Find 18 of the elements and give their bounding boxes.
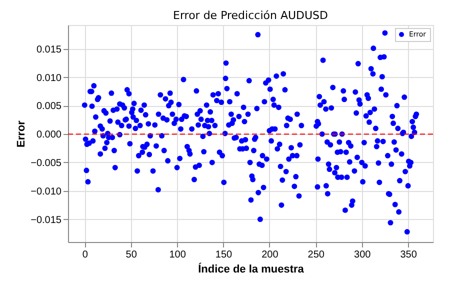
y-tick-label: −0.015 bbox=[30, 214, 62, 226]
x-tick-label: 300 bbox=[354, 250, 372, 260]
x-tick-label: 350 bbox=[400, 250, 418, 260]
x-tick-label: 50 bbox=[126, 250, 138, 260]
x-tick-label: 150 bbox=[215, 250, 233, 260]
y-tick-label: −0.010 bbox=[30, 186, 62, 198]
y-tick-label: 0.005 bbox=[36, 101, 62, 112]
x-tick-label: 250 bbox=[308, 250, 325, 260]
y-tick-label: 0.000 bbox=[36, 130, 62, 141]
y-axis-title: Error bbox=[16, 120, 28, 148]
x-tick-label: 100 bbox=[169, 250, 186, 260]
y-tick-label: 0.015 bbox=[36, 44, 62, 56]
x-tick-label: 0 bbox=[82, 250, 88, 260]
x-tick-label: 200 bbox=[262, 250, 279, 260]
y-tick-label: 0.010 bbox=[36, 72, 62, 84]
y-tick-label: −0.005 bbox=[30, 158, 62, 169]
x-axis-title: Índice de la muestra bbox=[198, 262, 305, 276]
chart-title: Error de Predicción AUDUSD bbox=[173, 9, 328, 22]
